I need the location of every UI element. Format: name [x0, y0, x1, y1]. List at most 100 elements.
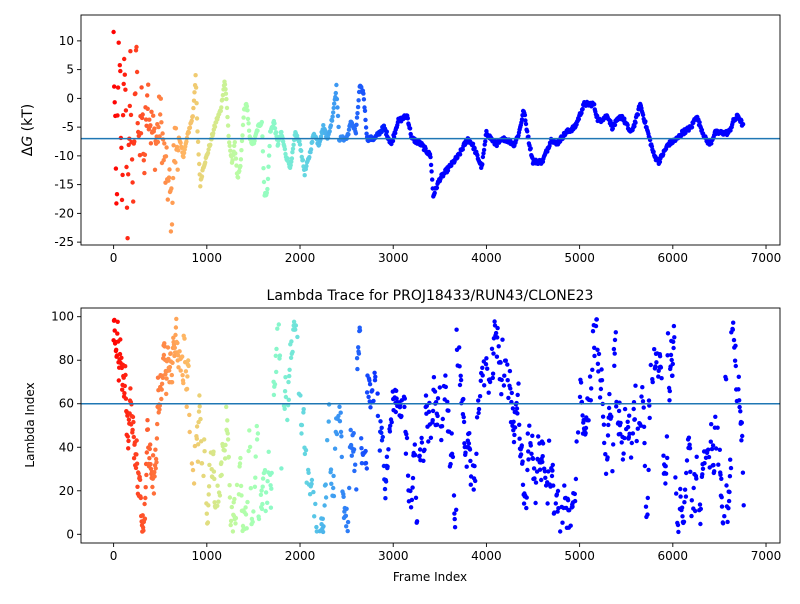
bottom-data-point [282, 389, 288, 394]
top-data-point [266, 164, 271, 169]
bottom-data-point [530, 456, 536, 461]
bottom-data-point [417, 453, 422, 458]
bottom-data-point [515, 392, 520, 398]
bottom-data-point [356, 345, 361, 350]
bottom-data-point [426, 439, 431, 444]
top-data-point [228, 148, 233, 153]
top-data-point [393, 130, 398, 136]
bottom-data-point [170, 360, 175, 365]
top-data-point [428, 154, 433, 160]
top-data-point [259, 119, 264, 125]
top-data-point [239, 138, 245, 144]
top-data-point [165, 197, 170, 202]
bottom-data-point [592, 353, 597, 359]
bottom-data-point [283, 394, 289, 400]
bottom-data-point [501, 383, 507, 388]
bottom-data-point [518, 452, 524, 457]
bottom-data-point [739, 420, 744, 425]
bottom-data-point [426, 409, 432, 414]
top-data-point [740, 122, 746, 127]
bottom-data-point [612, 363, 617, 368]
bottom-data-point [266, 449, 271, 454]
bottom-data-point [468, 482, 473, 487]
bottom-data-point [621, 451, 626, 456]
bottom-data-point [494, 354, 500, 359]
bottom-data-point [226, 454, 231, 460]
bottom-data-point [141, 528, 146, 533]
bottom-data-point [473, 478, 478, 484]
bottom-data-point [540, 441, 546, 446]
bottom-data-point [458, 377, 464, 383]
top-data-point [523, 121, 529, 127]
top-data-point [470, 141, 476, 146]
bottom-data-point [683, 494, 689, 499]
bottom-data-point [351, 431, 356, 436]
bottom-data-point [601, 422, 607, 427]
bottom-data-point [671, 323, 677, 329]
bottom-data-point [351, 447, 357, 452]
bottom-data-point [286, 379, 291, 385]
bottom-data-point [421, 458, 426, 463]
bottom-data-point [295, 334, 300, 340]
bottom-data-point [265, 500, 270, 505]
top-data-point [346, 132, 351, 137]
top-data-point [145, 93, 150, 98]
top-y-tick-label: -5 [62, 120, 74, 134]
top-data-point [432, 190, 437, 196]
bottom-data-point [679, 505, 685, 510]
bottom-data-point [269, 486, 274, 491]
bottom-data-point [117, 351, 123, 357]
bottom-data-point [450, 454, 456, 460]
bottom-data-point [126, 446, 131, 451]
top-data-point [246, 128, 252, 133]
bottom-data-point [291, 319, 297, 324]
top-data-point [152, 167, 158, 172]
bottom-data-point [349, 453, 354, 458]
bottom-data-point [131, 419, 136, 425]
top-data-point [135, 121, 140, 126]
bottom-data-point [282, 406, 287, 411]
bottom-data-point [345, 519, 351, 525]
bottom-data-point [706, 447, 711, 452]
bottom-data-point [134, 438, 139, 443]
top-data-point [267, 143, 272, 149]
bottom-data-point [263, 490, 269, 495]
bottom-data-point [377, 448, 382, 453]
top-data-point [255, 128, 260, 133]
bottom-data-point [457, 382, 463, 388]
bottom-data-point [144, 472, 149, 478]
bottom-data-point [370, 388, 375, 393]
bottom-data-point [353, 462, 358, 467]
top-data-point [116, 40, 121, 45]
bottom-data-point [590, 367, 595, 372]
bottom-data-point [118, 337, 123, 342]
bottom-data-point [363, 448, 368, 454]
bottom-data-point [190, 467, 196, 473]
top-data-point [239, 148, 244, 153]
bottom-data-point [614, 404, 619, 409]
bottom-data-point [331, 493, 337, 499]
top-data-point [265, 176, 271, 182]
bottom-data-point [539, 477, 544, 483]
top-data-point [114, 192, 120, 197]
bottom-data-point [516, 381, 521, 386]
bottom-data-point [142, 516, 148, 521]
bottom-data-point [495, 335, 500, 340]
bottom-data-point [738, 409, 743, 414]
bottom-data-point [476, 398, 481, 403]
bottom-data-point [645, 495, 650, 501]
bottom-data-point [122, 391, 127, 396]
bottom-data-point [452, 516, 457, 522]
top-data-point [354, 122, 359, 128]
top-data-point [226, 133, 231, 139]
bottom-data-point [432, 389, 438, 394]
bottom-data-point [211, 449, 216, 454]
top-data-point [181, 154, 186, 160]
bottom-data-point [550, 462, 555, 468]
top-data-point [118, 68, 123, 74]
bottom-data-point [289, 339, 294, 344]
bottom-data-point [673, 475, 678, 480]
bottom-data-point [134, 452, 139, 457]
bottom-data-point [323, 495, 329, 500]
bottom-data-point [120, 387, 125, 392]
